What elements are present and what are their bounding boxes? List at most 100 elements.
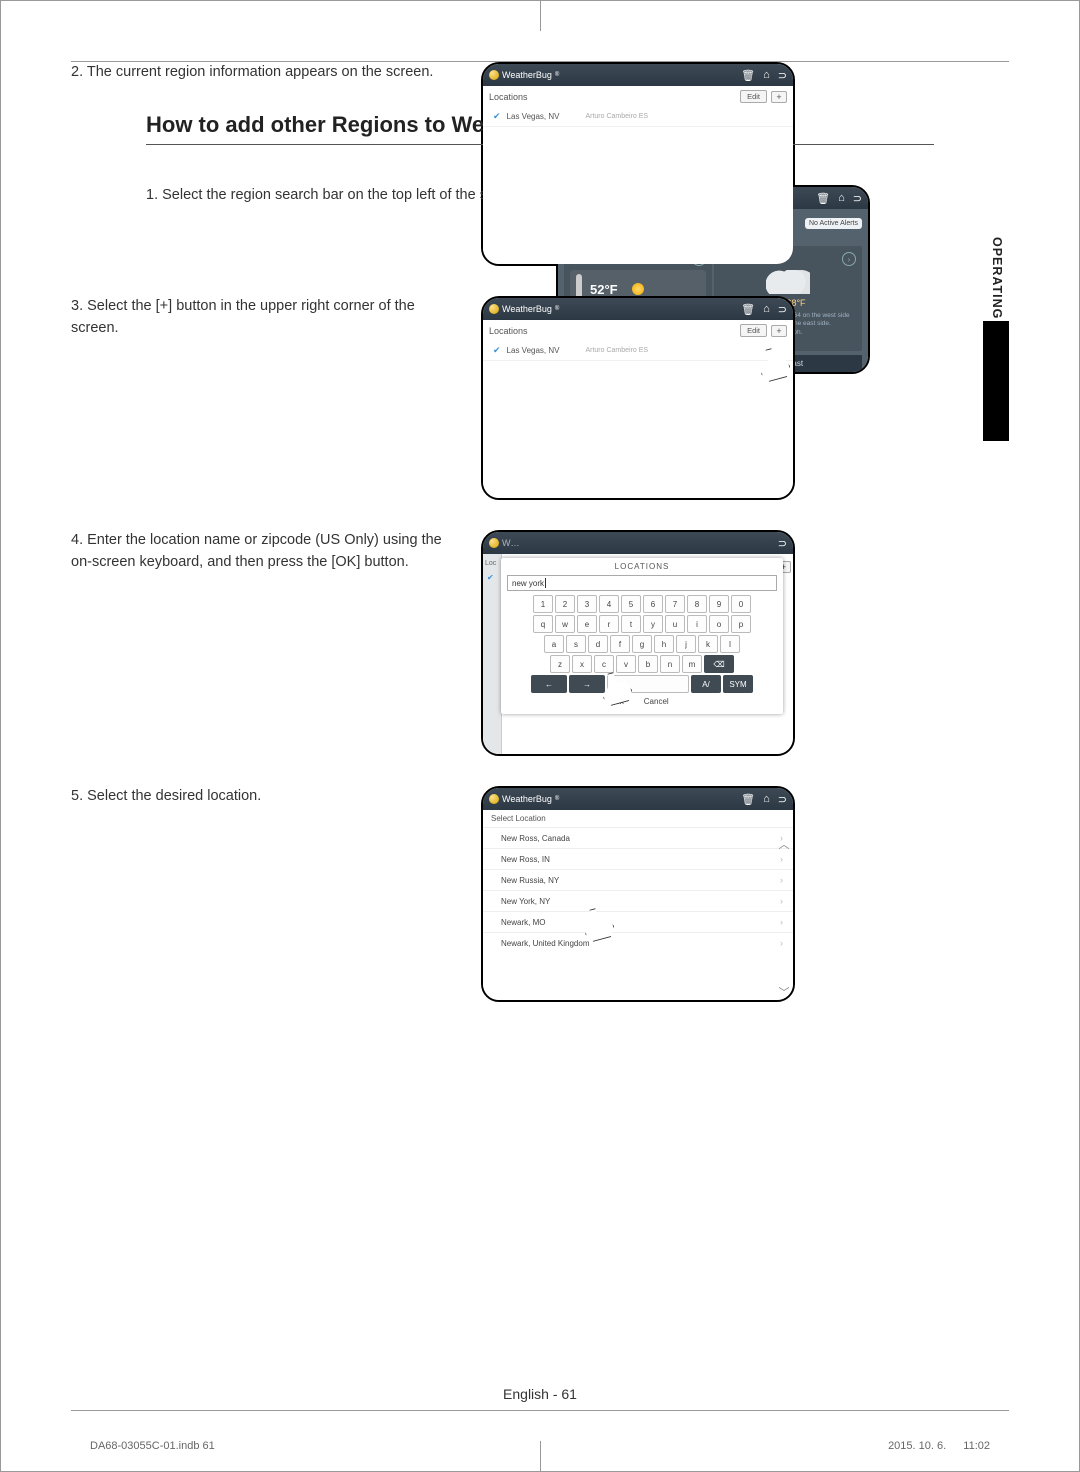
location-name: Las Vegas, NV (507, 112, 560, 121)
key-1[interactable]: 1 (533, 595, 553, 613)
key-right-arrow[interactable]: → (569, 675, 605, 693)
home-icon[interactable]: ⌂ (763, 303, 770, 316)
key-g[interactable]: g (632, 635, 652, 653)
header-icons: 🗑 ⌂ ⊃ (816, 192, 862, 205)
home-icon[interactable]: ⌂ (763, 69, 770, 82)
result-row[interactable]: New Ross, IN› (483, 848, 793, 869)
key-c[interactable]: c (594, 655, 614, 673)
key-h[interactable]: h (654, 635, 674, 653)
step-2-text: 2. The current region information appear… (71, 62, 461, 84)
trash-icon[interactable]: 🗑 (741, 303, 755, 316)
key-3[interactable]: 3 (577, 595, 597, 613)
result-label: New York, NY (501, 897, 550, 906)
edit-button[interactable]: Edit (740, 90, 767, 103)
key-left-arrow[interactable]: ← (531, 675, 567, 693)
key-9[interactable]: 9 (709, 595, 729, 613)
key-w[interactable]: w (555, 615, 575, 633)
result-row[interactable]: Newark, United Kingdom› (483, 932, 793, 953)
chevron-right-icon: › (780, 875, 783, 885)
key-x[interactable]: x (572, 655, 592, 673)
chevron-right-icon: › (780, 917, 783, 927)
screenshot-5: WeatherBug® 🗑 ⌂ ⊃ Select Location New Ro… (481, 786, 795, 1002)
footer-right: 2015. 10. 6. 11:02 (888, 1440, 990, 1452)
key-4[interactable]: 4 (599, 595, 619, 613)
add-location-button[interactable]: + (771, 325, 787, 337)
result-row[interactable]: New Russia, NY› (483, 869, 793, 890)
location-row[interactable]: ✔ Las Vegas, NV Arturo Cambeiro ES (483, 107, 793, 127)
key-m[interactable]: m (682, 655, 702, 673)
key-b[interactable]: b (638, 655, 658, 673)
edit-button[interactable]: Edit (740, 324, 767, 337)
key-2[interactable]: 2 (555, 595, 575, 613)
trash-icon[interactable]: 🗑 (741, 793, 755, 806)
key-8[interactable]: 8 (687, 595, 707, 613)
key-e[interactable]: e (577, 615, 597, 633)
key-i[interactable]: i (687, 615, 707, 633)
location-sub: Arturo Cambeiro ES (585, 113, 648, 120)
key-a[interactable]: a (544, 635, 564, 653)
result-row[interactable]: New Ross, Canada› (483, 827, 793, 848)
screenshot-3: WeatherBug® 🗑 ⌂ ⊃ Locations Edit + (481, 296, 795, 500)
key-d[interactable]: d (588, 635, 608, 653)
scroll-down-icon[interactable]: ﹀ (778, 984, 790, 996)
trash-icon[interactable]: 🗑 (741, 69, 755, 82)
result-row[interactable]: New York, NY› (483, 890, 793, 911)
key-y[interactable]: y (643, 615, 663, 633)
check-icon: ✔ (493, 111, 501, 122)
chevron-right-icon[interactable]: › (842, 252, 856, 266)
scroll-up-icon[interactable]: ︿ (778, 836, 790, 848)
back-icon[interactable]: ⊃ (853, 192, 862, 205)
back-icon[interactable]: ⊃ (778, 69, 787, 82)
key-l[interactable]: l (720, 635, 740, 653)
home-icon[interactable]: ⌂ (838, 192, 845, 205)
key-v[interactable]: v (616, 655, 636, 673)
key-k[interactable]: k (698, 635, 718, 653)
keyboard-popup: LOCATIONS new york 1234567890 qwertyuiop… (501, 558, 783, 714)
key-j[interactable]: j (676, 635, 696, 653)
key-s[interactable]: s (566, 635, 586, 653)
brand-label: WeatherBug (502, 794, 552, 804)
key-n[interactable]: n (660, 655, 680, 673)
key-q[interactable]: q (533, 615, 553, 633)
left-strip: Loc ✔ (483, 554, 502, 754)
cancel-button[interactable]: Cancel (644, 697, 669, 706)
key-f[interactable]: f (610, 635, 630, 653)
back-icon[interactable]: ⊃ (778, 537, 787, 550)
keyboard-title: LOCATIONS (507, 562, 777, 571)
back-icon[interactable]: ⊃ (778, 793, 787, 806)
location-input[interactable]: new york (507, 575, 777, 591)
key-7[interactable]: 7 (665, 595, 685, 613)
result-row[interactable]: Newark, MO› (483, 911, 793, 932)
key-0[interactable]: 0 (731, 595, 751, 613)
key-alt[interactable]: A/ (691, 675, 721, 693)
key-t[interactable]: t (621, 615, 641, 633)
key-p[interactable]: p (731, 615, 751, 633)
alerts-badge: No Active Alerts (805, 218, 862, 229)
page-sheet: How to add other Regions to Weatherbug 1… (0, 0, 1080, 1472)
key-6[interactable]: 6 (643, 595, 663, 613)
trash-icon[interactable]: 🗑 (816, 192, 830, 205)
home-icon[interactable]: ⌂ (763, 793, 770, 806)
back-icon[interactable]: ⊃ (778, 303, 787, 316)
section-tab: OPERATING (983, 271, 1009, 481)
add-location-button[interactable]: + (771, 91, 787, 103)
key-space[interactable] (607, 675, 689, 693)
select-location-title: Select Location (483, 810, 793, 827)
key-r[interactable]: r (599, 615, 619, 633)
key-z[interactable]: z (550, 655, 570, 673)
result-label: Newark, United Kingdom (501, 939, 589, 948)
key-backspace[interactable]: ⌫ (704, 655, 734, 673)
current-temp: 52°F (590, 282, 618, 297)
result-label: New Ross, IN (501, 855, 550, 864)
ok-button[interactable]: ok (615, 697, 623, 706)
location-row[interactable]: ✔ Las Vegas, NV Arturo Cambeiro ES (483, 341, 793, 361)
key-u[interactable]: u (665, 615, 685, 633)
key-5[interactable]: 5 (621, 595, 641, 613)
key-o[interactable]: o (709, 615, 729, 633)
key-sym[interactable]: SYM (723, 675, 753, 693)
screenshot-2: WeatherBug® 🗑 ⌂ ⊃ Locations Edit + (481, 62, 795, 266)
screenshot-4: W… ⊃ Loc ✔ + LOCA (481, 530, 795, 756)
keyboard: 1234567890 qwertyuiop asdfghjkl zxcvbnm⌫… (507, 595, 777, 693)
result-label: New Ross, Canada (501, 834, 570, 843)
brand-label: WeatherBug (502, 304, 552, 314)
